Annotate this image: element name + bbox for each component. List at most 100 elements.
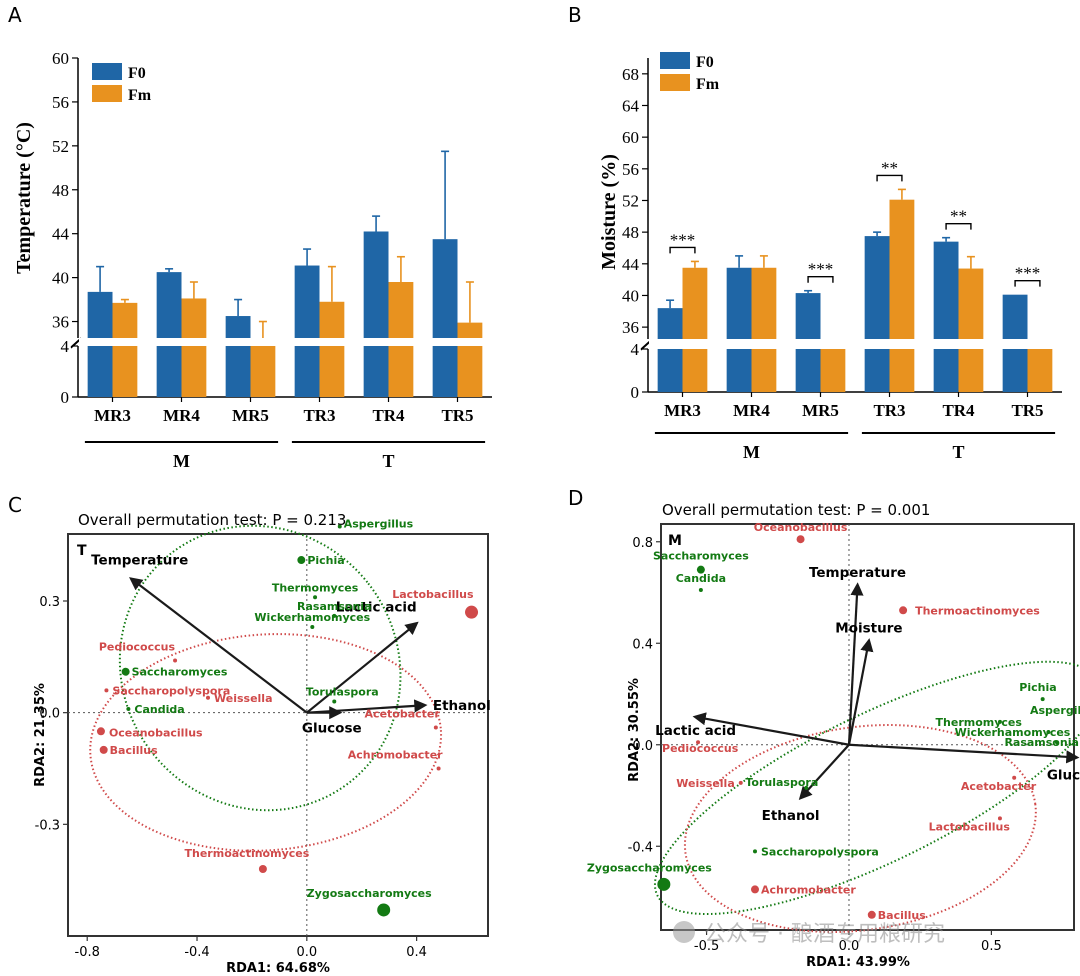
panel-b-x-tick-label: MR3 (664, 401, 701, 420)
panel-d-taxon-point (752, 849, 757, 854)
panel-b-bar-f0 (864, 236, 890, 339)
panel-b-y-tick-label: 4 (631, 340, 640, 359)
panel-b-bar-fm (889, 199, 915, 339)
panel-c-vector-label: Lactic acid (336, 599, 417, 615)
panel-c-taxon-point (436, 766, 441, 771)
panel-b-bar-fm-lower (820, 349, 846, 392)
panel-b-bar-f0-lower (657, 349, 683, 392)
panel-a-legend-swatch-fm (92, 85, 122, 102)
panel-d-taxon-point (804, 785, 809, 790)
panel-b-ylabel: Moisture (%) (598, 154, 620, 270)
panel-d-taxon-point (796, 535, 805, 544)
panel-c-taxon-label: Thermoactinomyces (185, 847, 310, 860)
panel-d-taxon-point (1040, 697, 1045, 702)
panel-b-x-tick-label: MR5 (802, 401, 839, 420)
panel-d-vector-arrow (847, 638, 874, 745)
panel-d-taxon-point (1054, 740, 1059, 745)
panel-c-taxon-point (297, 556, 306, 565)
panel-label-d: D (568, 486, 583, 510)
panel-c-taxon-label: Acetobacter (365, 708, 441, 721)
panel-c-y-tick-label: 0.0 (39, 707, 60, 722)
panel-c-taxon-point (99, 745, 108, 754)
panel-c-taxon-label: Candida (134, 703, 184, 716)
panel-c-x-tick-label: 0.0 (296, 945, 317, 960)
panel-b-y-tick-label: 52 (622, 191, 639, 210)
panel-b-legend-label: Fm (696, 76, 720, 93)
watermark: 公众号 · 酿酒专用粮研究 (673, 921, 945, 947)
panel-a-bar-fm (181, 298, 207, 338)
panel-c-vector-arrow (129, 577, 308, 714)
panel-c-taxon-point (206, 695, 210, 700)
panel-b-significance-label: *** (808, 260, 834, 279)
panel-c-taxon-label: Saccharomyces (132, 666, 228, 679)
panel-a-x-tick-label: MR3 (94, 406, 131, 425)
panel-c-confidence-ellipse-red (89, 633, 443, 852)
panel-a-x-tick-label: TR5 (441, 406, 473, 425)
panel-c-taxon-point (173, 658, 178, 663)
panel-a-y-tick-label: 40 (52, 269, 69, 288)
panel-d-taxon-label: Oceanobacillus (754, 521, 848, 534)
panel-c-taxon-label: Weissella (214, 692, 273, 705)
panel-c-taxon-label: Bacillus (110, 744, 158, 757)
panel-b-break-gap (649, 339, 1063, 349)
panel-d-taxon-point (867, 910, 876, 919)
panel-a-bar-fm (388, 282, 414, 338)
panel-d-taxon-label: Pediococcus (662, 742, 739, 755)
panel-d-y-tick-label: 0.0 (632, 739, 653, 754)
panel-d-vector-label: Lactic acid (655, 723, 736, 739)
panel-a-x-tick-label: MR4 (163, 406, 200, 425)
panel-c-xlabel: RDA1: 64.68% (226, 961, 330, 976)
panel-d-taxon-label: Acetobacter (961, 780, 1037, 793)
panel-a-ylabel: Temperature (°C) (13, 122, 35, 274)
panel-c-taxon-label: Wickerhamomyces (254, 611, 370, 624)
panel-b-bar-f0-lower (1002, 349, 1028, 392)
panel-c-taxon-point (310, 625, 315, 630)
panel-b-y-tick-label: 0 (631, 383, 640, 402)
panel-d-taxon-point (696, 740, 701, 745)
panel-d-vector-arrow (692, 712, 850, 746)
panel-d-vector-label: Ethanol (762, 808, 820, 824)
panel-b-legend-swatch-f0 (660, 52, 690, 69)
panel-c-taxon-point (313, 595, 318, 600)
panel-b-bar-fm-lower (682, 349, 708, 392)
panel-c-taxon-point (377, 903, 391, 917)
panel-b-legend-label: F0 (696, 54, 714, 71)
panel-b-y-tick-label: 56 (622, 160, 639, 179)
panel-c-x-tick-label: 0.4 (406, 945, 427, 960)
panel-b-group-label: M (743, 442, 760, 462)
panel-c-taxon-point (104, 688, 109, 693)
panel-c-frame (67, 533, 489, 937)
panel-b-significance-bracket (1014, 279, 1041, 287)
panel-c-taxon-label: Saccharopolyspora (112, 684, 230, 697)
panel-c-taxon-point (465, 605, 479, 619)
panel-b-significance-label: *** (1015, 264, 1041, 283)
panel-a-bar-f0 (432, 239, 458, 338)
panel-b-group-label: T (952, 442, 964, 462)
panel-d-vector-label: Glucose (1047, 767, 1080, 783)
panel-c-vector-label: Ethanol (433, 698, 491, 714)
panel-c-taxon-point (96, 727, 105, 736)
panel-c-y-tick-label: 0.3 (39, 595, 60, 610)
panel-a-y-tick-label: 4 (61, 337, 70, 356)
panel-d-taxon-label: Pichia (1019, 681, 1056, 694)
panel-label-c: C (8, 493, 22, 517)
panel-a-bar-fm-lower (181, 346, 207, 397)
panel-a-y-tick-label: 44 (52, 225, 70, 244)
panel-a-bar-fm-lower (388, 346, 414, 397)
panel-d-corner-label: M (668, 533, 682, 549)
panel-b-y-tick-label: 48 (622, 223, 639, 242)
panel-d-vector-arrow (848, 743, 1080, 764)
panel-d-taxon-point (696, 565, 705, 574)
panel-b-moisture-chart: Moisture (%) 36 40 44 48 52 56 60 64 68 0 4 MR3 MR4 M… (598, 52, 1063, 462)
panel-d-taxon-point (997, 719, 1002, 724)
panel-a-x-tick-label: MR5 (232, 406, 269, 425)
panel-a-y-tick-label: 56 (52, 93, 69, 112)
panel-c-taxon-label: Rasamsonia (297, 600, 371, 613)
panel-c-vector-label: Temperature (91, 553, 188, 569)
panel-b-y-tick-label: 44 (622, 255, 640, 274)
panel-b-y-tick-label: 64 (622, 96, 640, 115)
panel-b-bar-fm (682, 267, 708, 339)
panel-b-x-tick-label: TR5 (1011, 401, 1043, 420)
panel-c-taxon-label: Oceanobacillus (109, 726, 203, 739)
panel-b-bar-f0 (657, 308, 683, 339)
